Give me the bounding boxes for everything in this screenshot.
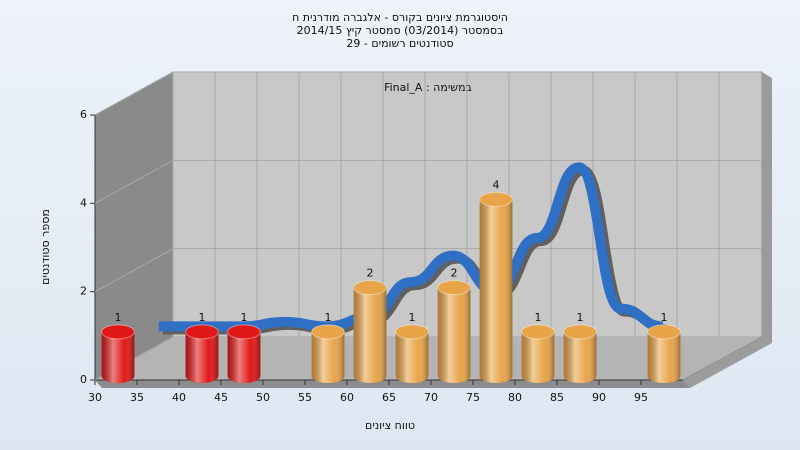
bar — [647, 324, 681, 383]
y-tick-label: 4 — [80, 196, 87, 209]
x-tick-label: 85 — [550, 391, 564, 404]
bar — [563, 324, 597, 383]
data-label: 1 — [199, 311, 206, 324]
x-tick-label: 95 — [634, 391, 648, 404]
bar — [311, 324, 345, 383]
data-label: 1 — [409, 311, 416, 324]
y-axis-label: מספר סטודנטים — [39, 209, 52, 285]
data-label: 2 — [451, 267, 458, 280]
bar — [101, 324, 135, 383]
grid-line — [94, 71, 174, 116]
data-label: 1 — [535, 311, 542, 324]
y-tick-label: 6 — [80, 108, 87, 121]
y-tick-label: 0 — [80, 373, 87, 386]
bar — [353, 280, 387, 383]
floor-edge — [683, 337, 772, 388]
data-label: 1 — [241, 311, 248, 324]
x-tick-label: 40 — [172, 391, 186, 404]
x-tick-label: 35 — [130, 391, 144, 404]
wall-edge — [762, 72, 772, 343]
x-tick-label: 60 — [340, 391, 354, 404]
data-label: 1 — [661, 311, 668, 324]
bar — [185, 324, 219, 383]
bar — [395, 324, 429, 383]
grid-line — [94, 159, 174, 204]
x-tick-label: 55 — [298, 391, 312, 404]
data-label: 2 — [367, 267, 374, 280]
chart-subtitle: סטודנטים רשומים - 29 — [346, 37, 453, 50]
x-tick-label: 70 — [424, 391, 438, 404]
bar — [227, 324, 261, 383]
chart-title: היסטוגרמת ציונים בקורס - אלגברה מודרנית … — [292, 11, 508, 24]
x-tick-label: 80 — [508, 391, 522, 404]
x-tick-label: 65 — [382, 391, 396, 404]
data-label: 1 — [577, 311, 584, 324]
bar — [521, 324, 555, 383]
data-label: 4 — [493, 178, 500, 191]
y-tick-label: 2 — [80, 285, 87, 298]
grid-line — [94, 248, 174, 293]
x-tick-label: 50 — [256, 391, 270, 404]
left-wall — [95, 72, 173, 380]
annotation: Final_A : במשימה — [384, 81, 472, 94]
data-label: 1 — [115, 311, 122, 324]
x-tick-label: 75 — [466, 391, 480, 404]
data-label: 1 — [325, 311, 332, 324]
floor-edge — [95, 380, 690, 388]
x-tick-label: 90 — [592, 391, 606, 404]
bar — [437, 280, 471, 383]
x-tick-label: 45 — [214, 391, 228, 404]
bar — [479, 191, 513, 383]
chart-subtitle: בסמסטר (03/2014) סמסטר קיץ 2014/15 — [297, 24, 504, 37]
x-axis-label: טווח ציונים — [365, 419, 415, 432]
x-tick-label: 30 — [88, 391, 102, 404]
